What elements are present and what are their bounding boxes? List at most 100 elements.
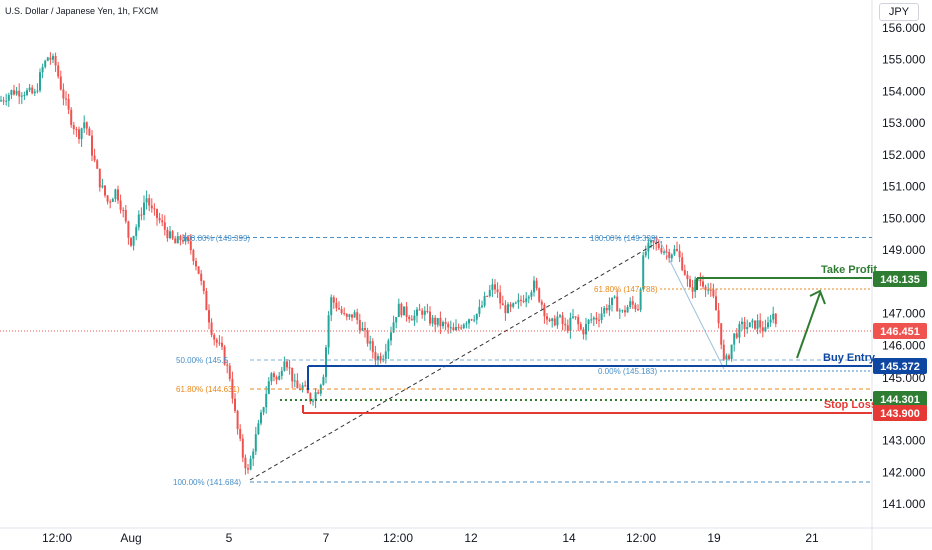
candle-body (132, 235, 135, 246)
y-tick-label: 149.000 (882, 243, 926, 257)
candle-body (244, 457, 247, 469)
y-tick-label: 143.000 (882, 434, 926, 448)
candle-body (642, 255, 645, 290)
candle-body (52, 56, 54, 60)
candle-body (644, 251, 647, 256)
candle-body (413, 315, 416, 321)
fib2-0-label: 0.00% (145.183) (598, 367, 657, 376)
x-tick-label: 7 (323, 531, 330, 545)
candle-body (171, 231, 174, 239)
candle-body (561, 315, 564, 324)
candle-body (491, 284, 494, 291)
candle-body (184, 237, 187, 242)
candle-body (470, 319, 473, 321)
candle-body (520, 299, 522, 301)
candle-body (189, 241, 192, 251)
candle-body (473, 319, 476, 321)
candle-body (434, 317, 437, 325)
candle-body (351, 314, 353, 318)
candle-body (496, 289, 499, 293)
fib1-50-label: 50.00% (145.5 (176, 356, 229, 365)
candle-body (699, 279, 702, 282)
candle-body (70, 109, 73, 125)
candle-body (202, 280, 205, 292)
candle-body (286, 361, 288, 368)
candle-body (613, 296, 616, 298)
candle-body (122, 209, 125, 211)
candle-body (119, 200, 122, 210)
candle-body (28, 87, 31, 91)
candle-body (218, 342, 221, 344)
overlays: 100.00% (149.399) 50.00% (145.5 61.80% (14… (0, 234, 877, 487)
candle-body (156, 209, 158, 219)
candle-body (657, 243, 660, 249)
candle-body (720, 323, 723, 345)
candle-body (213, 334, 216, 340)
candle-body (637, 309, 639, 311)
candle-body (221, 342, 223, 347)
candle-body (538, 288, 541, 302)
candle-body (41, 66, 44, 73)
candle-body (288, 367, 291, 369)
price-tags: 148.135 146.451 145.372 144.301 143.900 (873, 271, 927, 421)
candle-body (535, 280, 538, 289)
candle-body (195, 261, 197, 267)
candle-body (364, 328, 366, 331)
fib2-trendline (659, 240, 725, 370)
candle-body (296, 380, 299, 389)
y-tick-label: 155.000 (882, 53, 926, 67)
candle-body (291, 367, 294, 382)
candle-body (20, 95, 23, 97)
candle-body (353, 312, 356, 318)
candle-body (332, 297, 335, 303)
candle-body (31, 87, 34, 94)
y-tick-label: 153.000 (882, 116, 926, 130)
candle-body (767, 322, 769, 328)
candle-body (543, 304, 546, 317)
candle-body (335, 302, 338, 309)
candle-body (18, 90, 21, 97)
candle-body (624, 310, 626, 313)
candle-body (410, 319, 413, 321)
candle-body (356, 312, 359, 320)
take-profit-label: Take Profit (821, 264, 877, 276)
candle-body (660, 248, 663, 253)
candle-body (707, 289, 710, 291)
candle-body (686, 274, 689, 280)
currency-button[interactable]: JPY (879, 3, 919, 21)
candle-body (384, 351, 387, 359)
candle-body (488, 290, 491, 297)
candle-body (340, 309, 343, 314)
candle-body (439, 318, 442, 327)
candle-body (403, 306, 405, 316)
candle-body (616, 296, 619, 312)
candle-body (452, 327, 455, 331)
candle-body (426, 310, 429, 312)
candle-body (228, 365, 231, 379)
candle-body (330, 297, 333, 316)
candle-body (621, 310, 624, 312)
x-tick-label: 14 (562, 531, 576, 545)
candle-body (457, 327, 460, 329)
y-tick-label: 142.000 (882, 465, 926, 479)
chart-title: U.S. Dollar / Japanese Yen, 1h, FXCM (5, 6, 159, 16)
candle-body (405, 306, 408, 317)
candle-body (478, 307, 481, 314)
candle-body (85, 122, 88, 129)
support-tag-text: 144.301 (880, 394, 920, 406)
candle-body (486, 295, 489, 297)
candle-body (722, 344, 725, 360)
candle-body (205, 291, 208, 311)
fib2-618-label: 61.80% (147.788) (594, 285, 658, 294)
x-tick-label: 21 (805, 531, 819, 545)
buy-entry-label: Buy Entry (823, 352, 876, 364)
candle-body (553, 318, 556, 326)
x-tick-label: 12:00 (383, 531, 413, 545)
candle-body (525, 298, 528, 302)
x-tick-label: 19 (707, 531, 721, 545)
candle-body (595, 317, 598, 320)
candle-body (600, 313, 603, 321)
candle-body (88, 128, 91, 136)
